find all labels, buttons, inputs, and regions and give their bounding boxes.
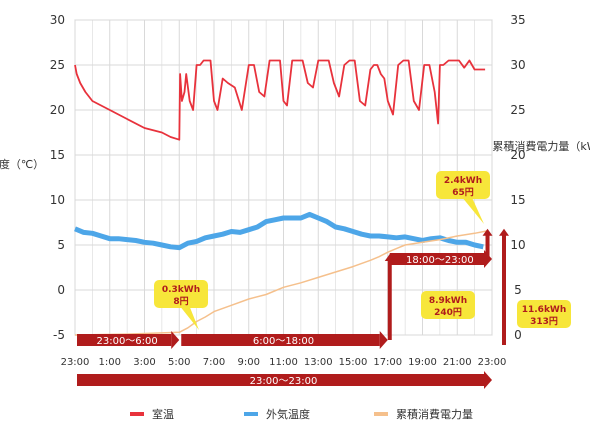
legend-label: 室温 [152, 407, 174, 421]
callout-kwh: 2.4kWh [444, 176, 482, 186]
period-arrow-head [171, 331, 180, 349]
period-arrows: 23:00～6:00 6:00～18:00 18:00～23:00 23:00～23:… [77, 228, 509, 389]
x-tick-label: 3:00 [133, 357, 155, 368]
x-tick-label: 15:00 [339, 357, 368, 368]
vertical-arrow-evening-head [482, 228, 493, 236]
callout-box [517, 300, 571, 328]
series-line-1 [74, 59, 486, 141]
callout-pointer [457, 191, 484, 224]
right-tick-label: 20 [510, 148, 525, 162]
left-tick-label: -5 [53, 328, 65, 342]
x-tick-label: 23:00 [61, 357, 90, 368]
right-tick-label: 25 [510, 103, 525, 117]
legend: 室温 外気温度 累積消費電力量 [130, 407, 473, 421]
legend-label: 累積消費電力量 [396, 407, 473, 421]
period-label: 23:00～23:00 [250, 376, 318, 387]
right-tick-label: 0 [514, 328, 522, 342]
callout-box [436, 171, 490, 199]
vertical-arrow-day-body [387, 260, 392, 340]
left-tick-label: 30 [50, 13, 65, 27]
left-tick-label: 15 [50, 148, 65, 162]
legend-label: 外気温度 [266, 407, 310, 421]
x-tick-label: 13:00 [304, 357, 333, 368]
callout-box [421, 291, 475, 319]
vertical-arrow-day-head [384, 254, 395, 261]
callout-yen: 313円 [530, 316, 558, 327]
period-arrow-head [379, 331, 388, 349]
x-tick-label: 1:00 [99, 357, 121, 368]
x-axis: 23:00 1:00 3:00 5:00 7:00 9:00 11:00 13:00 15:00… [61, 357, 507, 368]
x-tick-label: 5:00 [168, 357, 190, 368]
series-layer [74, 59, 489, 336]
left-tick-label: 0 [57, 283, 65, 297]
callout-kwh: 11.6kWh [522, 305, 567, 315]
series-line-3 [74, 229, 489, 336]
left-tick-label: 5 [57, 238, 65, 252]
right-tick-label: 15 [510, 193, 525, 207]
right-axis: 35 30 25 20 15 10 5 0 [510, 13, 525, 342]
x-tick-label: 9:00 [238, 357, 260, 368]
callout-kwh: 8.9kWh [429, 296, 467, 306]
callout-yen: 240円 [434, 307, 462, 318]
x-tick-label: 7:00 [203, 357, 225, 368]
vertical-arrow-evening-body [485, 234, 490, 258]
callout-box [154, 280, 208, 308]
period-arrow-head [484, 371, 492, 389]
x-tick-label: 19:00 [408, 357, 437, 368]
period-arrow-body [389, 253, 484, 265]
period-arrow-body [77, 374, 484, 386]
left-tick-label: 10 [50, 193, 65, 207]
left-axis: 30 25 20 15 10 5 0 -5 [50, 13, 65, 342]
period-arrow-body [181, 334, 380, 346]
period-label: 6:00～18:00 [253, 336, 314, 347]
right-tick-label: 30 [510, 58, 525, 72]
left-tick-label: 20 [50, 103, 65, 117]
left-axis-title: 温度（℃） [0, 157, 44, 171]
vertical-arrow-total-head [499, 228, 509, 236]
x-tick-label: 21:00 [443, 357, 472, 368]
x-tick-label: 23:00 [478, 357, 507, 368]
period-label: 18:00～23:00 [406, 255, 474, 266]
right-tick-label: 35 [510, 13, 525, 27]
right-tick-label: 5 [514, 283, 522, 297]
right-tick-label: 10 [510, 238, 525, 252]
period-arrow-body [77, 334, 172, 346]
left-tick-label: 25 [50, 58, 65, 72]
callout-yen: 65円 [452, 187, 474, 198]
callout-yen: 8円 [173, 296, 188, 307]
period-label: 23:00～6:00 [96, 336, 157, 347]
series-line-2 [74, 211, 484, 251]
vertical-arrow-total-body [502, 234, 506, 345]
callout-kwh: 0.3kWh [162, 285, 200, 295]
x-tick-label: 17:00 [373, 357, 402, 368]
x-tick-label: 11:00 [269, 357, 298, 368]
right-axis-title: 累積消費電力量（kWh） [492, 139, 590, 153]
